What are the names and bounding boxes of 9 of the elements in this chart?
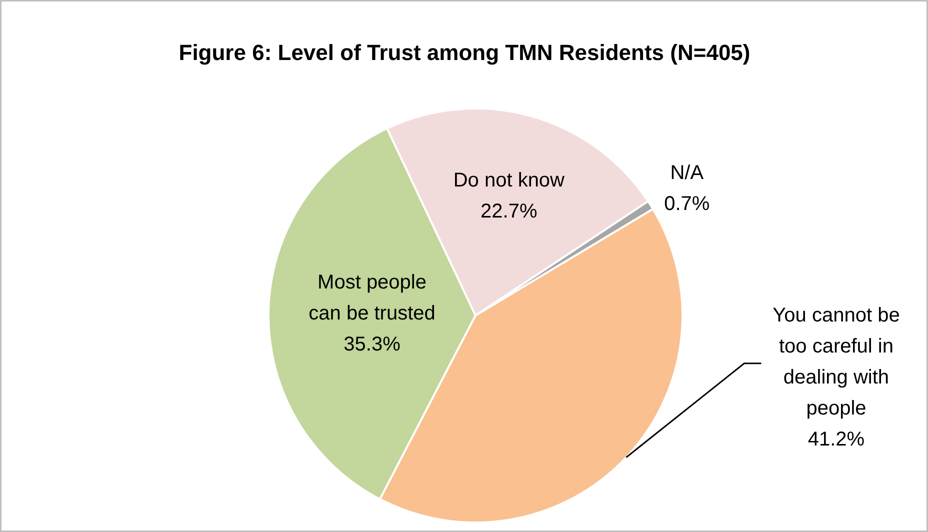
data-label: 41.2%	[808, 428, 865, 450]
data-label: 0.7%	[664, 193, 710, 216]
data-label: 22.7%	[480, 200, 538, 222]
slice-label: N/A	[670, 162, 704, 184]
slice-label: You cannot be too careful in dealing with people	[772, 304, 900, 420]
data-label: 35.3%	[344, 334, 401, 356]
slice-label: Do not know	[453, 169, 566, 192]
slice-label: Most people can be trusted	[308, 272, 436, 325]
chart-title: Figure 6: Level of Trust among TMN Residents (N=405)	[178, 40, 750, 65]
